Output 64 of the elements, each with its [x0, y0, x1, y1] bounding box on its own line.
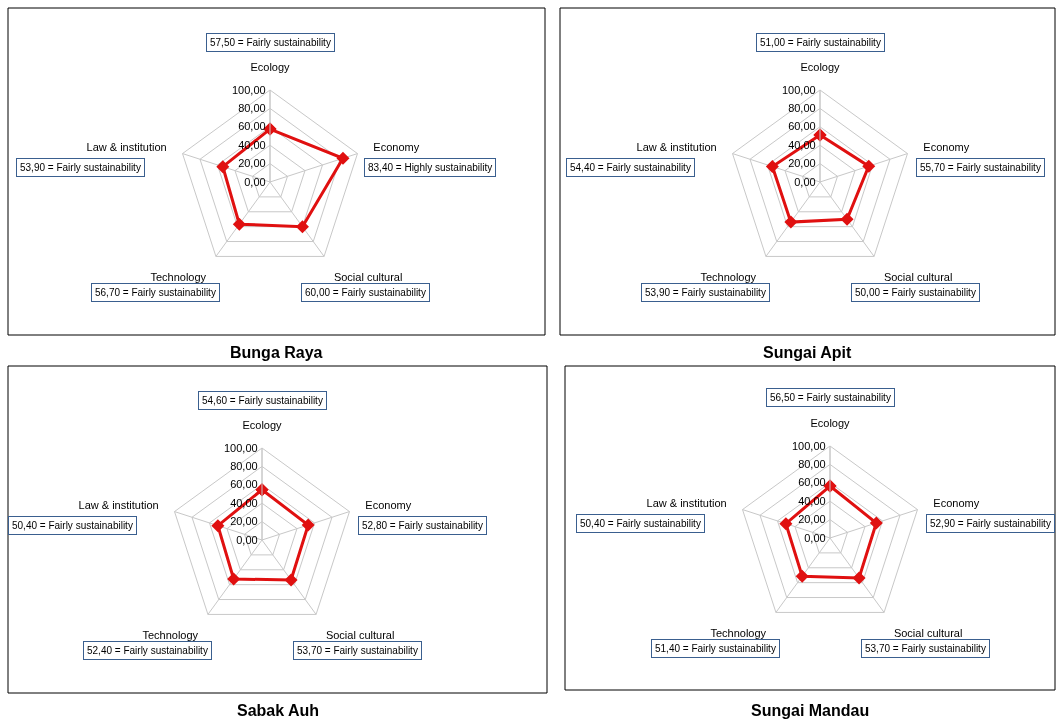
- text: Sungai Apit: [763, 344, 852, 361]
- text: 56,70 = Fairly sustainability: [95, 287, 216, 298]
- y-tick-label: 80,00: [238, 101, 266, 114]
- spoke-label: Social cultural: [893, 627, 963, 640]
- text: 57,50 = Fairly sustainability: [210, 37, 331, 48]
- y-tick-label: 80,00: [788, 101, 816, 114]
- spoke-label: Social cultural: [333, 271, 403, 284]
- y-tick-label: 80,00: [230, 459, 258, 472]
- text: 53,90 = Fairly sustainability: [20, 162, 141, 173]
- spoke-label: Ecology: [810, 417, 851, 430]
- text: 54,60 = Fairly sustainability: [202, 395, 323, 406]
- spoke-label: Economy: [923, 141, 970, 154]
- spoke-label: Law & institution: [78, 499, 159, 512]
- text: 54,40 = Fairly sustainability: [570, 162, 691, 173]
- text: 53,70 = Fairly sustainability: [297, 645, 418, 656]
- y-tick-label: 0,00: [804, 531, 826, 544]
- spoke-label: Social cultural: [325, 629, 395, 642]
- text: 51,00 = Fairly sustainability: [760, 37, 881, 48]
- text: 52,90 = Fairly sustainability: [930, 518, 1051, 529]
- y-tick-label: 100,00: [781, 83, 816, 96]
- y-tick-label: 60,00: [788, 120, 816, 133]
- spoke-label: Economy: [365, 499, 412, 512]
- spoke-label: Ecology: [800, 61, 841, 74]
- text: Sabak Auh: [237, 702, 320, 719]
- spoke-label: Social cultural: [883, 271, 953, 284]
- spoke-label: Economy: [933, 497, 980, 510]
- y-tick-label: 0,00: [236, 533, 258, 546]
- text: 50,40 = Fairly sustainability: [580, 518, 701, 529]
- text: 60,00 = Fairly sustainability: [305, 287, 426, 298]
- spoke-label: Technology: [142, 629, 199, 642]
- y-tick-label: 100,00: [231, 83, 266, 96]
- text: Bunga Raya: [230, 344, 323, 361]
- y-tick-label: 0,00: [794, 175, 816, 188]
- spoke-label: Technology: [710, 627, 767, 640]
- y-tick-label: 60,00: [230, 478, 258, 491]
- spoke-label: Law & institution: [646, 497, 727, 510]
- text: 50,40 = Fairly sustainability: [12, 520, 133, 531]
- y-tick-label: 80,00: [798, 457, 826, 470]
- text: 53,70 = Fairly sustainability: [865, 643, 986, 654]
- y-tick-label: 100,00: [223, 441, 258, 454]
- y-tick-label: 0,00: [244, 175, 266, 188]
- text: 55,70 = Fairly sustainability: [920, 162, 1041, 173]
- y-tick-label: 60,00: [798, 476, 826, 489]
- spoke-label: Law & institution: [636, 141, 717, 154]
- text: 52,80 = Fairly sustainability: [362, 520, 483, 531]
- spoke-label: Economy: [373, 141, 420, 154]
- text: 53,90 = Fairly sustainability: [645, 287, 766, 298]
- spoke-label: Technology: [700, 271, 757, 284]
- text: 52,40 = Fairly sustainability: [87, 645, 208, 656]
- y-tick-label: 60,00: [238, 120, 266, 133]
- text: Sungai Mandau: [751, 702, 870, 719]
- y-tick-label: 100,00: [791, 439, 826, 452]
- y-tick-label: 20,00: [788, 157, 816, 170]
- spoke-label: Law & institution: [86, 141, 167, 154]
- y-tick-label: 20,00: [230, 515, 258, 528]
- spoke-label: Ecology: [250, 61, 291, 74]
- text: 56,50 = Fairly sustainability: [770, 392, 891, 403]
- text: 51,40 = Fairly sustainability: [655, 643, 776, 654]
- text: 50,00 = Fairly sustainability: [855, 287, 976, 298]
- text: 83,40 = Highly sustainability: [368, 162, 493, 173]
- spoke-label: Technology: [150, 271, 207, 284]
- spoke-label: Ecology: [242, 419, 283, 432]
- y-tick-label: 20,00: [798, 513, 826, 526]
- y-tick-label: 20,00: [238, 157, 266, 170]
